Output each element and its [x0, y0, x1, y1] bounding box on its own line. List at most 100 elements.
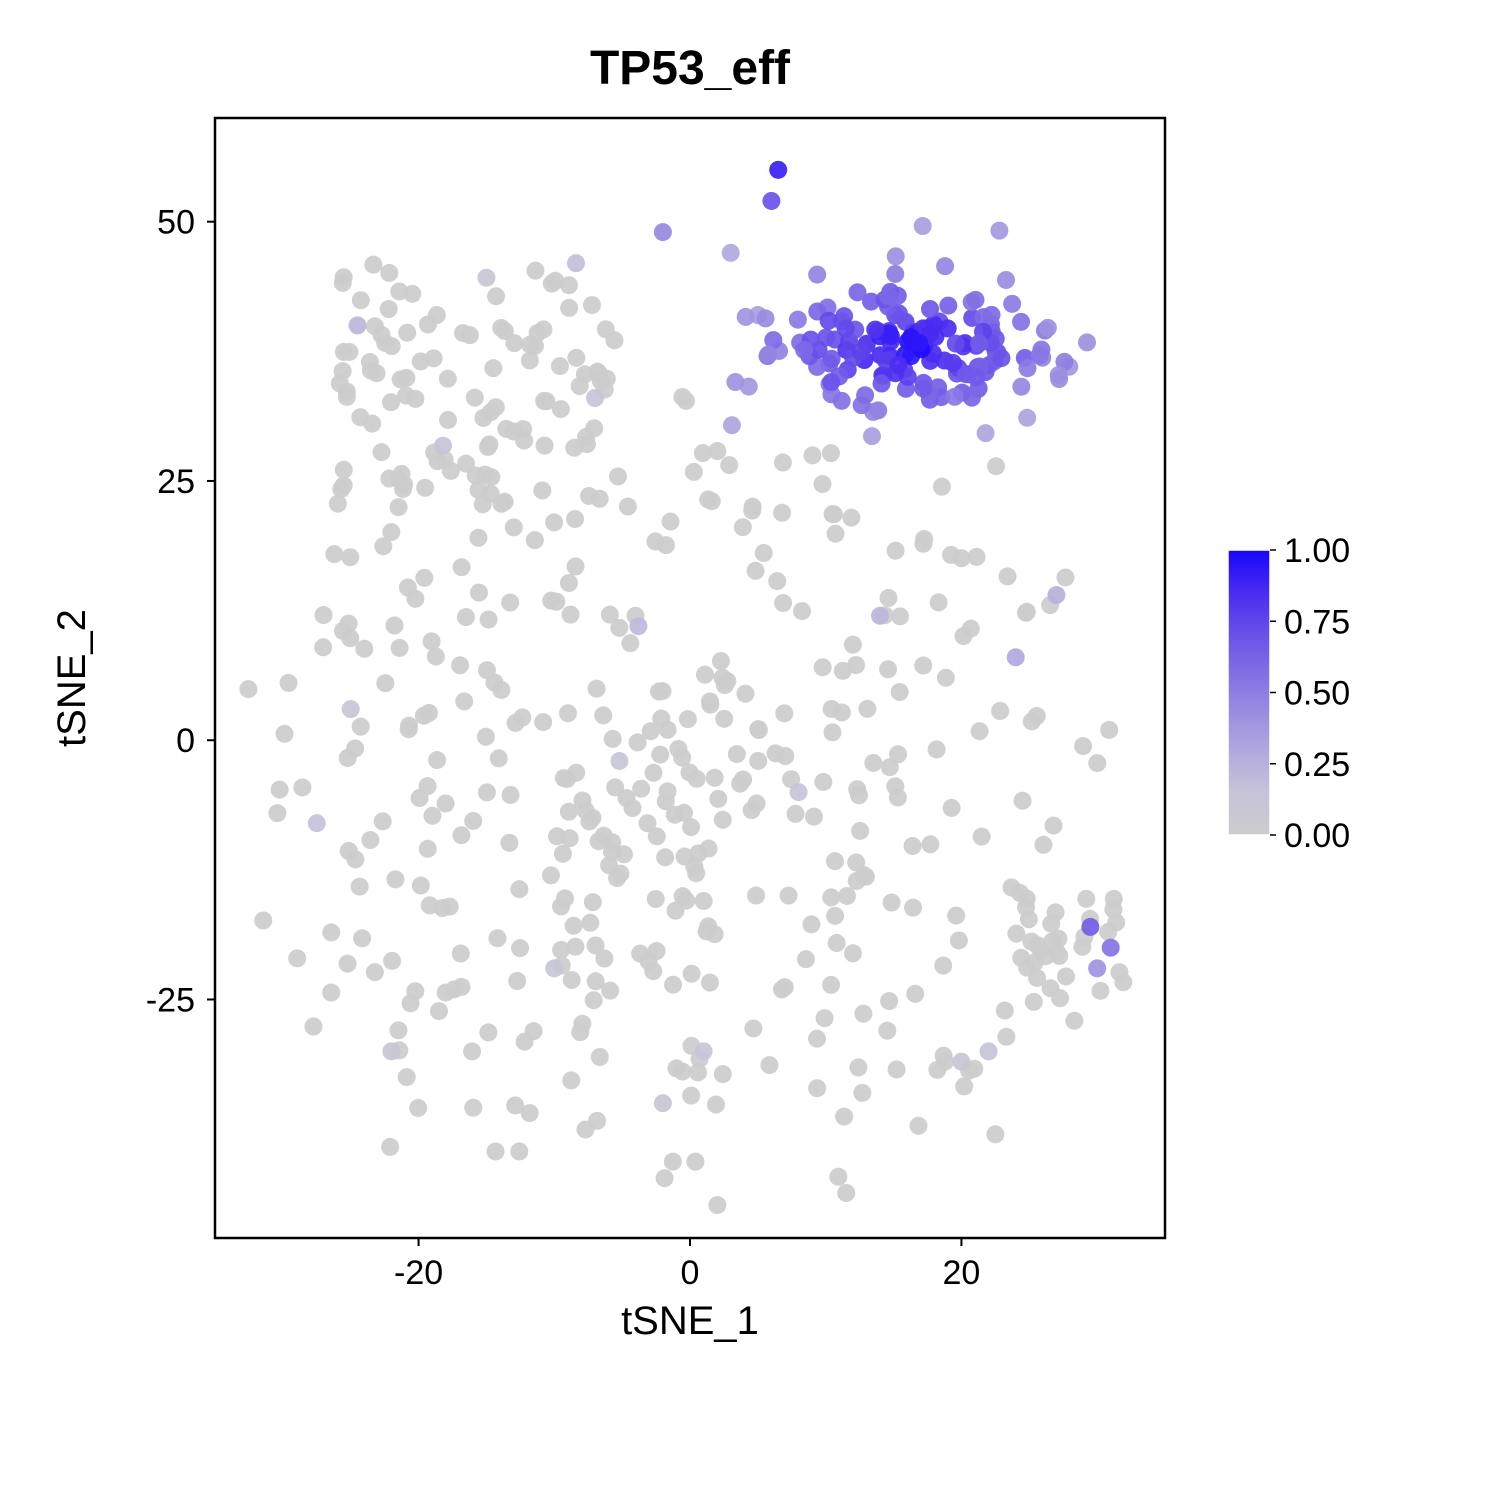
data-point — [950, 931, 968, 949]
data-point — [334, 274, 352, 292]
data-point — [455, 692, 473, 710]
data-point — [838, 887, 856, 905]
data-point — [478, 661, 496, 679]
data-point — [887, 247, 905, 265]
data-point — [1037, 947, 1055, 965]
data-point — [380, 300, 398, 318]
data-point — [1100, 721, 1118, 739]
data-point — [998, 567, 1016, 585]
data-point — [1057, 967, 1075, 985]
data-point — [886, 777, 904, 795]
data-point — [526, 262, 544, 280]
data-point — [822, 976, 840, 994]
data-point — [904, 899, 922, 917]
data-point — [695, 892, 713, 910]
data-point — [722, 244, 740, 262]
data-point — [586, 389, 604, 407]
data-point — [624, 799, 642, 817]
y-tick-label: 50 — [157, 204, 195, 242]
data-point — [411, 789, 429, 807]
data-point — [476, 466, 494, 484]
data-point — [439, 411, 457, 429]
data-point — [853, 1084, 871, 1102]
data-point — [534, 713, 552, 731]
data-point — [731, 775, 749, 793]
data-point — [364, 256, 382, 274]
data-point — [423, 807, 441, 825]
data-point — [594, 706, 612, 724]
data-point — [848, 780, 866, 798]
data-point — [776, 978, 794, 996]
data-point — [400, 717, 418, 735]
data-point — [947, 907, 965, 925]
data-point — [780, 887, 798, 905]
data-point — [335, 343, 353, 361]
data-point — [1091, 982, 1109, 1000]
data-point — [708, 1196, 726, 1214]
data-point — [537, 392, 555, 410]
data-point — [805, 808, 823, 826]
data-point — [914, 380, 932, 398]
data-point — [703, 492, 721, 510]
data-point — [826, 852, 844, 870]
data-point — [469, 529, 487, 547]
data-point — [559, 704, 577, 722]
data-point — [863, 427, 881, 445]
data-point — [677, 392, 695, 410]
data-point — [390, 498, 408, 516]
data-point — [790, 783, 808, 801]
data-point — [480, 611, 498, 629]
data-point — [1078, 333, 1096, 351]
data-point — [726, 373, 744, 391]
data-point — [479, 1023, 497, 1041]
data-point — [340, 842, 358, 860]
data-point — [1081, 918, 1099, 936]
data-point — [888, 1060, 906, 1078]
data-point — [406, 982, 424, 1000]
data-point — [657, 792, 675, 810]
data-point — [386, 870, 404, 888]
data-point — [502, 786, 520, 804]
data-point — [955, 627, 973, 645]
data-point — [1007, 648, 1025, 666]
data-point — [760, 1056, 778, 1074]
data-point — [587, 936, 605, 954]
data-point — [560, 803, 578, 821]
data-point — [773, 504, 791, 522]
data-point — [325, 545, 343, 563]
data-point — [585, 419, 603, 437]
data-point — [389, 1021, 407, 1039]
data-point — [707, 1096, 725, 1114]
data-point — [1047, 586, 1065, 604]
data-point — [565, 917, 583, 935]
data-point — [910, 1117, 928, 1135]
color-legend: 0.000.250.500.751.00 — [1228, 532, 1350, 855]
data-point — [928, 1061, 946, 1079]
data-point — [808, 1030, 826, 1048]
data-point — [571, 1023, 589, 1041]
data-point — [339, 749, 357, 767]
data-point — [239, 680, 257, 698]
data-point — [930, 593, 948, 611]
data-point — [329, 495, 347, 513]
data-point — [762, 192, 780, 210]
data-point — [723, 416, 741, 434]
data-point — [567, 349, 585, 367]
data-point — [944, 354, 962, 372]
data-point — [315, 606, 333, 624]
data-point — [654, 1094, 672, 1112]
data-point — [598, 370, 616, 388]
data-point — [886, 265, 904, 283]
data-point — [854, 1005, 872, 1023]
data-point — [349, 316, 367, 334]
legend-tick-label: 0.00 — [1284, 817, 1350, 855]
data-point — [820, 312, 838, 330]
data-point — [583, 296, 601, 314]
data-point — [366, 317, 384, 335]
data-point — [939, 297, 957, 315]
data-point — [804, 446, 822, 464]
data-point — [967, 368, 985, 386]
data-point — [1012, 313, 1030, 331]
data-point — [714, 811, 732, 829]
data-point — [934, 957, 952, 975]
